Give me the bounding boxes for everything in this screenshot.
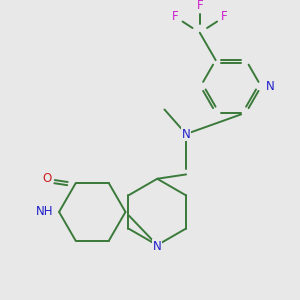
Text: O: O <box>42 172 51 185</box>
Text: F: F <box>172 10 178 23</box>
Text: F: F <box>221 10 228 23</box>
Text: NH: NH <box>36 206 53 218</box>
Text: N: N <box>153 240 162 253</box>
Text: F: F <box>196 0 203 12</box>
Text: N: N <box>182 128 190 140</box>
Text: N: N <box>266 80 274 93</box>
